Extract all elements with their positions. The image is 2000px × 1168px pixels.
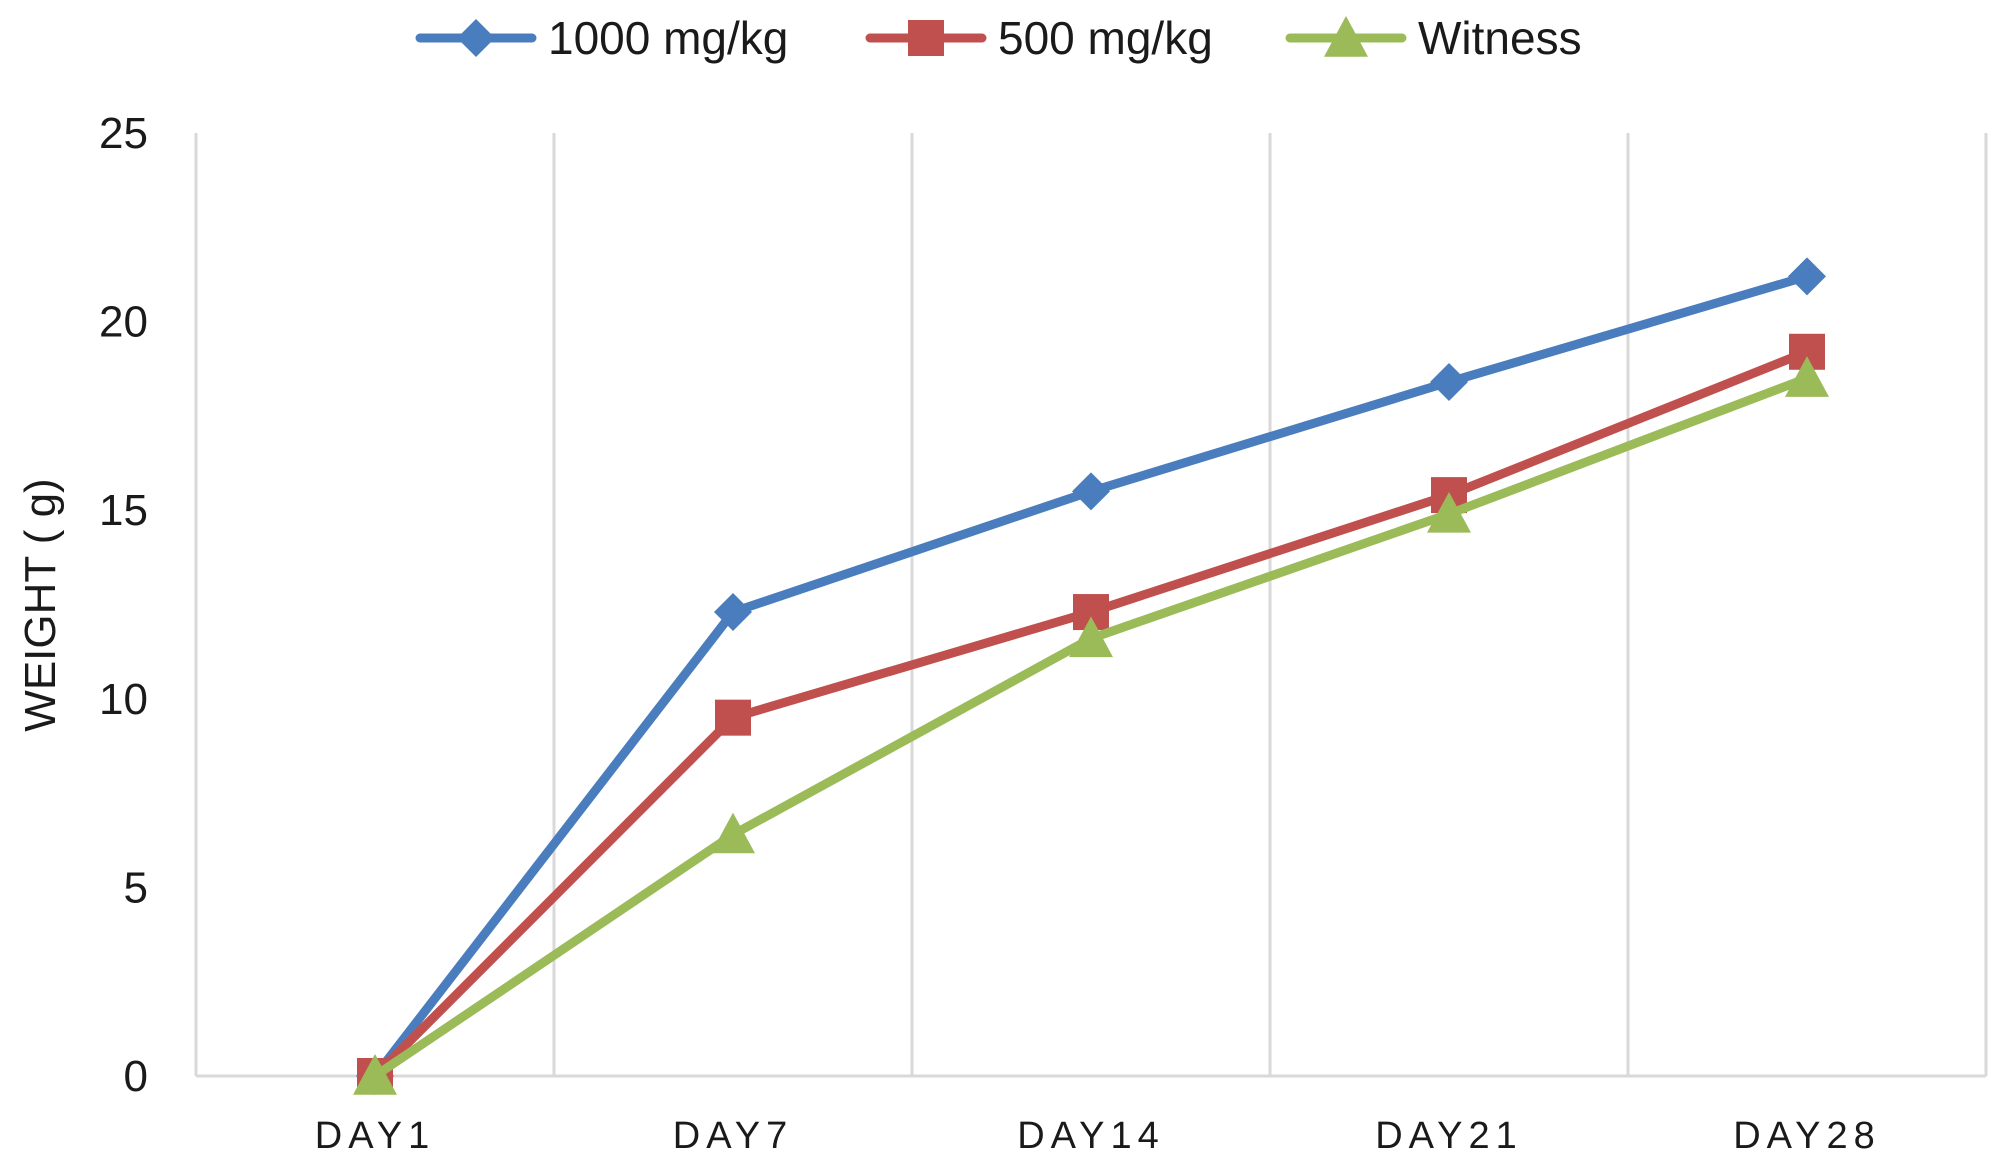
legend-label: 1000 mg/kg bbox=[548, 12, 788, 64]
data-point-marker bbox=[1072, 472, 1110, 511]
series-group bbox=[353, 257, 1829, 1095]
legend-label: 500 mg/kg bbox=[998, 12, 1213, 64]
x-tick-label: DAY28 bbox=[1733, 1115, 1881, 1157]
legend-label: Witness bbox=[1418, 12, 1582, 64]
data-point-marker bbox=[353, 1054, 397, 1095]
x-tick-labels: DAY1 DAY7 DAY14 DAY21 DAY28 bbox=[315, 1115, 1881, 1157]
y-tick-label: 20 bbox=[99, 298, 148, 347]
legend: 1000 mg/kg 500 mg/kg Witness bbox=[415, 12, 1582, 64]
y-tick-label: 15 bbox=[99, 486, 148, 535]
data-point-marker bbox=[711, 812, 755, 854]
y-tick-labels: 0 5 10 15 20 25 bbox=[99, 109, 148, 1101]
legend-swatch-marker bbox=[908, 20, 944, 56]
y-tick-label: 25 bbox=[99, 109, 148, 158]
y-tick-label: 5 bbox=[124, 863, 148, 912]
series-line bbox=[370, 271, 1812, 1081]
x-tick-label: DAY14 bbox=[1017, 1115, 1165, 1157]
legend-swatch-marker bbox=[1324, 16, 1368, 57]
x-tick-label: DAY7 bbox=[673, 1115, 793, 1157]
data-point-marker bbox=[1069, 616, 1113, 658]
y-axis-label: WEIGHT ( g) bbox=[16, 478, 65, 731]
x-tick-label: DAY21 bbox=[1375, 1115, 1523, 1157]
series-1 bbox=[356, 257, 1826, 1095]
legend-swatch-marker bbox=[457, 19, 495, 57]
data-point-marker bbox=[714, 593, 752, 632]
series-2 bbox=[357, 333, 1825, 1094]
legend-item: 1000 mg/kg bbox=[415, 12, 788, 64]
x-tick-label: DAY1 bbox=[315, 1115, 435, 1157]
y-tick-label: 10 bbox=[99, 675, 148, 724]
y-tick-label: 0 bbox=[124, 1052, 148, 1101]
legend-item: Witness bbox=[1285, 12, 1582, 64]
data-point-marker bbox=[1430, 362, 1468, 401]
data-point-marker bbox=[1785, 356, 1829, 397]
legend-item: 500 mg/kg bbox=[865, 12, 1213, 64]
grid-lines bbox=[194, 133, 1988, 1076]
data-point-marker bbox=[1788, 257, 1826, 296]
data-point-marker bbox=[715, 699, 751, 736]
series-3 bbox=[353, 356, 1829, 1095]
data-point-marker bbox=[1427, 491, 1471, 533]
